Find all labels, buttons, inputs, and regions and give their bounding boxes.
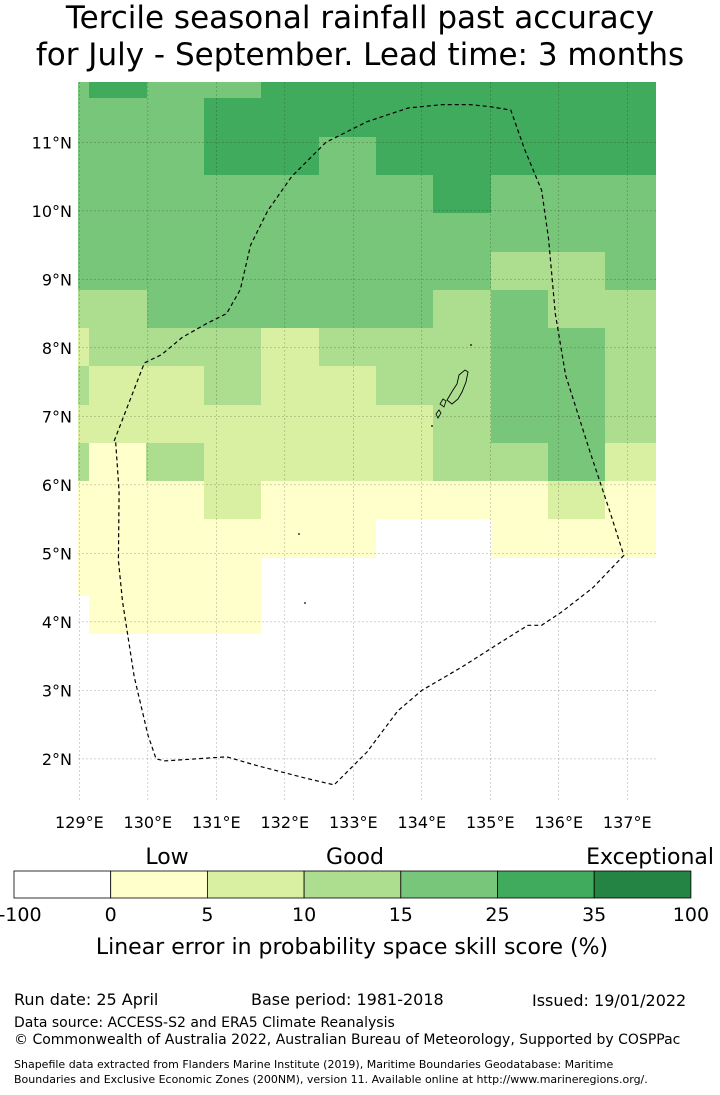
colorbar-bound-label: 15 [389,904,413,926]
skill-cell [261,328,319,366]
colorbar-bound-label: 100 [673,904,709,926]
skill-cell [204,98,656,175]
colorbar-axis-label: Linear error in probability space skill … [96,935,608,960]
longitude-tick-label: 129°E [55,813,104,832]
shapefile-credit-line-1: Shapefile data extracted from Flanders M… [14,1058,614,1071]
map-gridlines [78,82,656,800]
colorbar-bound-label: 25 [485,904,509,926]
title-line-2: for July - September. Lead time: 3 month… [35,37,685,73]
colorbar-box [497,870,595,899]
copyright-notice: © Commonwealth of Australia 2022, Austra… [14,1032,681,1048]
longitude-tick-label: 133°E [329,813,378,832]
skill-cell [204,366,261,405]
latitude-tick-label: 9°N [42,270,72,289]
skill-colorbar: Low Good Exceptional -100 0 5 10 15 25 35 100 Lin… [0,845,714,960]
colorbar-boxes [13,870,692,899]
run-date: Run date: 25 April [14,990,159,1009]
skill-cell [433,175,491,213]
skill-cell [78,405,89,443]
latitude-tick-label: 4°N [42,613,72,632]
latitude-tick-label: 6°N [42,476,72,495]
data-source: Data source: ACCESS-S2 and ERA5 Climate … [14,1015,395,1031]
colorbar-bound-label: -100 [0,904,42,926]
skill-map: 129°E 130°E 131°E 132°E 133°E 134°E 135°E 136°E… [32,82,656,832]
skill-cell [261,82,656,98]
skill-cell [376,519,491,558]
skill-cell [491,290,548,328]
longitude-tick-label: 135°E [466,813,515,832]
colorbar-category-label: Exceptional [586,845,714,870]
colorbar-bound-labels: -100 0 5 10 15 25 35 100 [0,904,709,926]
skill-cell [78,558,261,596]
colorbar-bound-label: 0 [105,904,117,926]
latitude-tick-label: 10°N [32,202,72,221]
skill-cell [204,405,433,481]
colorbar-box [206,870,305,899]
colorbar-box [593,870,692,899]
longitude-tick-label: 131°E [192,813,241,832]
skill-cell [261,366,376,405]
skill-cell [89,366,204,443]
latitude-tick-label: 11°N [32,133,72,152]
skill-cell [78,366,89,405]
skill-cell [78,443,89,481]
colorbar-category-label: Low [145,845,188,870]
longitude-tick-label: 134°E [397,813,446,832]
palau-islands [298,344,472,604]
skill-cell [548,481,605,519]
skill-cell [204,481,261,519]
longitude-tick-label: 132°E [260,813,309,832]
longitude-tick-label: 130°E [124,813,173,832]
latitude-tick-label: 8°N [42,339,72,358]
latitude-tick-labels: 2°N 3°N 4°N 5°N 6°N 7°N 8°N 9°N 10°N 11°N [32,133,72,769]
latitude-tick-label: 5°N [42,544,72,563]
longitude-tick-label: 136°E [534,813,583,832]
longitude-tick-labels: 129°E 130°E 131°E 132°E 133°E 134°E 135°E 136°E… [55,813,652,832]
map-title: Tercile seasonal rainfall past accuracy … [0,0,720,74]
colorbar-box [303,870,402,899]
skill-cell [491,328,548,443]
colorbar-category-labels: Low Good Exceptional [145,845,714,870]
shapefile-credit-line-2: Boundaries and Exclusive Economic Zones … [14,1073,648,1086]
skill-cell [548,366,605,481]
colorbar-category-label: Good [326,845,384,870]
skill-grid-cells [78,82,656,800]
eez-boundary [113,104,625,786]
latitude-tick-label: 3°N [42,681,72,700]
skill-cell [78,290,147,328]
latitude-tick-label: 7°N [42,407,72,426]
colorbar-box [13,870,112,899]
skill-cell [548,328,605,366]
skill-cell [605,443,656,481]
longitude-tick-label: 137°E [603,813,652,832]
latitude-tick-label: 2°N [42,750,72,769]
colorbar-bound-label: 5 [201,904,213,926]
skill-cell [89,443,146,481]
skill-cell [89,596,261,634]
skill-cell [89,82,147,98]
colorbar-bound-label: 35 [582,904,606,926]
issued-date: Issued: 19/01/2022 [532,991,687,1010]
skill-cell [78,328,89,366]
colorbar-box [400,870,498,899]
colorbar-box [110,870,208,899]
colorbar-bound-label: 10 [292,904,316,926]
base-period: Base period: 1981-2018 [251,990,444,1009]
skill-cell [319,137,376,175]
skill-cell [491,252,605,290]
title-line-1: Tercile seasonal rainfall past accuracy [65,0,655,36]
